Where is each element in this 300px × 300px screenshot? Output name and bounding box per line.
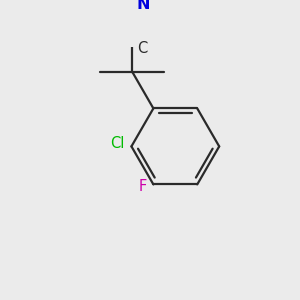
- Text: Cl: Cl: [110, 136, 125, 152]
- Text: N: N: [136, 0, 150, 12]
- Text: F: F: [138, 178, 147, 194]
- Text: C: C: [137, 40, 148, 56]
